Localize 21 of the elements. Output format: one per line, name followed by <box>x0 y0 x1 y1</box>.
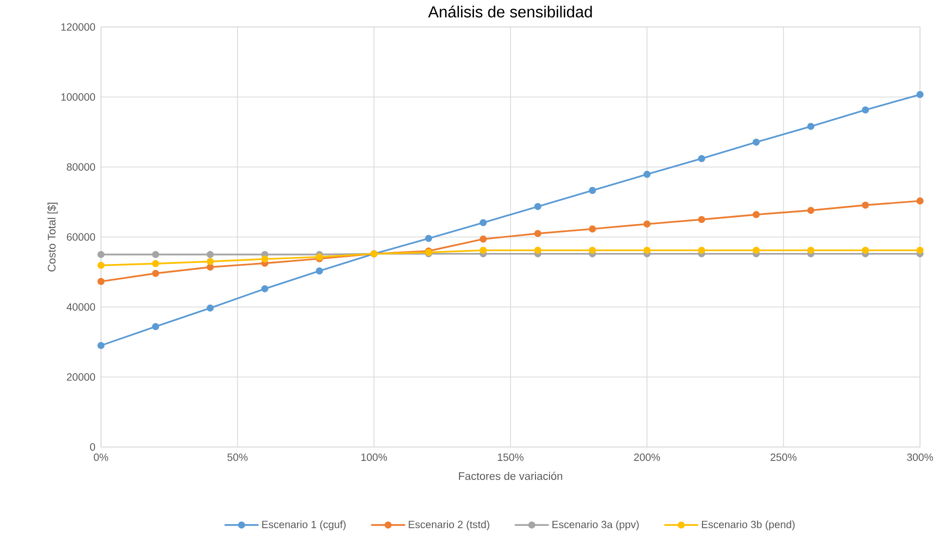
y-tick-label: 60000 <box>66 233 96 241</box>
legend-label: Escenario 2 (tstd) <box>408 520 490 530</box>
legend-label: Escenario 1 (cguf) <box>262 520 346 530</box>
x-tick-label: 50% <box>227 454 248 461</box>
y-tick-label: 20000 <box>66 373 96 381</box>
chart-title: Análisis de sensibilidad <box>428 6 592 18</box>
x-tick-label: 200% <box>634 454 660 461</box>
x-axis-title: Factores de variación <box>459 472 562 480</box>
x-tick-label: 300% <box>907 454 933 461</box>
y-tick-label: 0 <box>90 443 96 451</box>
legend-label: Escenario 3a (ppv) <box>552 520 639 530</box>
y-tick-label: 80000 <box>66 163 96 171</box>
x-tick-label: 0% <box>94 454 108 461</box>
x-tick-label: 150% <box>498 454 524 461</box>
y-tick-label: 100000 <box>61 93 96 101</box>
y-tick-label: 120000 <box>61 23 96 31</box>
x-tick-label: 100% <box>361 454 387 461</box>
x-tick-label: 250% <box>770 454 797 461</box>
legend-label: Escenario 3b (pend) <box>702 520 795 530</box>
y-tick-label: 40000 <box>66 303 96 311</box>
y-axis-title: Costo Total [$] <box>47 202 58 272</box>
